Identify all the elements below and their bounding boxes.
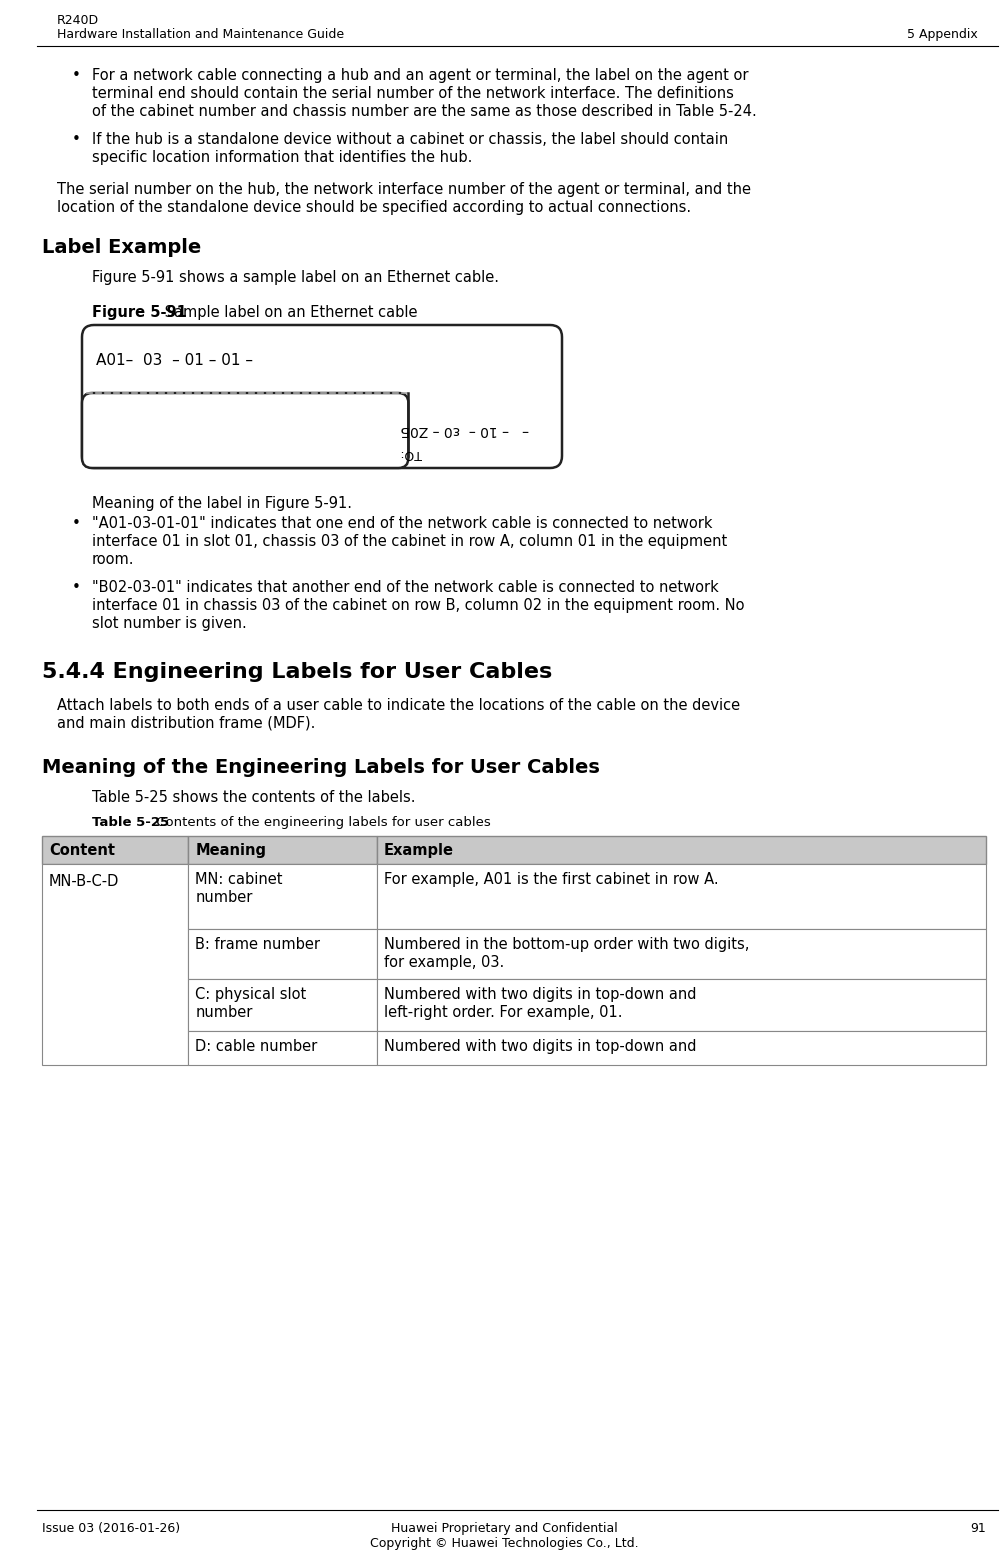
- Text: and main distribution frame (MDF).: and main distribution frame (MDF).: [57, 716, 316, 730]
- Text: "A01-03-01-01" indicates that one end of the network cable is connected to netwo: "A01-03-01-01" indicates that one end of…: [92, 516, 713, 531]
- Text: terminal end should contain the serial number of the network interface. The defi: terminal end should contain the serial n…: [92, 86, 734, 100]
- Text: room.: room.: [92, 552, 134, 567]
- Text: MN-B-C-D: MN-B-C-D: [49, 874, 119, 888]
- Bar: [377, 837, 986, 863]
- Text: Huawei Proprietary and Confidential: Huawei Proprietary and Confidential: [391, 1522, 617, 1536]
- Text: specific location information that identifies the hub.: specific location information that ident…: [92, 150, 473, 165]
- Bar: [377, 929, 986, 979]
- Bar: [188, 929, 377, 979]
- Text: interface 01 in chassis 03 of the cabinet on row B, column 02 in the equipment r: interface 01 in chassis 03 of the cabine…: [92, 599, 745, 613]
- Text: A01–  03  – 01 – 01 –: A01– 03 – 01 – 01 –: [96, 353, 253, 368]
- Text: R240D: R240D: [57, 14, 99, 27]
- Text: Sample label on an Ethernet cable: Sample label on an Ethernet cable: [160, 306, 417, 320]
- Text: Figure 5-91 shows a sample label on an Ethernet cable.: Figure 5-91 shows a sample label on an E…: [92, 270, 499, 285]
- Text: Copyright © Huawei Technologies Co., Ltd.: Copyright © Huawei Technologies Co., Ltd…: [370, 1537, 638, 1550]
- Text: D: cable number: D: cable number: [196, 1039, 318, 1055]
- Text: For a network cable connecting a hub and an agent or terminal, the label on the : For a network cable connecting a hub and…: [92, 67, 749, 83]
- Text: Meaning of the label in Figure 5-91.: Meaning of the label in Figure 5-91.: [92, 497, 352, 511]
- Text: Attach labels to both ends of a user cable to indicate the locations of the cabl: Attach labels to both ends of a user cab…: [57, 697, 740, 713]
- Text: Table 5-25: Table 5-25: [92, 816, 169, 829]
- Text: Meaning: Meaning: [196, 843, 266, 859]
- Text: left-right order. For example, 01.: left-right order. For example, 01.: [384, 1004, 623, 1020]
- Text: slot number is given.: slot number is given.: [92, 616, 247, 632]
- Text: 5.4.4 Engineering Labels for User Cables: 5.4.4 Engineering Labels for User Cables: [42, 661, 552, 682]
- Bar: [188, 979, 377, 1031]
- FancyBboxPatch shape: [82, 324, 562, 469]
- Text: Hardware Installation and Maintenance Guide: Hardware Installation and Maintenance Gu…: [57, 28, 344, 41]
- Bar: [377, 863, 986, 929]
- Text: Content: Content: [49, 843, 115, 859]
- Text: "B02-03-01" indicates that another end of the network cable is connected to netw: "B02-03-01" indicates that another end o…: [92, 580, 719, 595]
- Text: number: number: [196, 890, 253, 906]
- Text: MN: cabinet: MN: cabinet: [196, 871, 283, 887]
- Text: Issue 03 (2016-01-26): Issue 03 (2016-01-26): [42, 1522, 180, 1536]
- Text: 91: 91: [971, 1522, 986, 1536]
- Text: For example, A01 is the first cabinet in row A.: For example, A01 is the first cabinet in…: [384, 871, 719, 887]
- Bar: [42, 837, 188, 863]
- Text: Table 5-25 shows the contents of the labels.: Table 5-25 shows the contents of the lab…: [92, 790, 415, 805]
- Text: The serial number on the hub, the network interface number of the agent or termi: The serial number on the hub, the networ…: [57, 182, 751, 197]
- Text: TO:: TO:: [400, 447, 422, 461]
- Text: Numbered with two digits in top-down and: Numbered with two digits in top-down and: [384, 987, 697, 1001]
- Text: Numbered with two digits in top-down and: Numbered with two digits in top-down and: [384, 1039, 697, 1055]
- Text: Numbered in the bottom-up order with two digits,: Numbered in the bottom-up order with two…: [384, 937, 750, 953]
- Bar: [188, 837, 377, 863]
- Text: Contents of the engineering labels for user cables: Contents of the engineering labels for u…: [152, 816, 491, 829]
- Bar: [377, 1031, 986, 1066]
- Text: Meaning of the Engineering Labels for User Cables: Meaning of the Engineering Labels for Us…: [42, 758, 600, 777]
- Text: Figure 5-91: Figure 5-91: [92, 306, 186, 320]
- Bar: [188, 1031, 377, 1066]
- Text: B: frame number: B: frame number: [196, 937, 321, 953]
- Text: C: physical slot: C: physical slot: [196, 987, 306, 1001]
- FancyBboxPatch shape: [82, 393, 408, 469]
- Text: for example, 03.: for example, 03.: [384, 954, 504, 970]
- Text: location of the standalone device should be specified according to actual connec: location of the standalone device should…: [57, 201, 691, 215]
- Text: of the cabinet number and chassis number are the same as those described in Tabl: of the cabinet number and chassis number…: [92, 103, 757, 119]
- Bar: [377, 979, 986, 1031]
- Text: •: •: [72, 132, 81, 147]
- Text: interface 01 in slot 01, chassis 03 of the cabinet in row A, column 01 in the eq: interface 01 in slot 01, chassis 03 of t…: [92, 534, 727, 548]
- Text: –   – 10 –  ε0 – Z0Б: – – 10 – ε0 – Z0Б: [400, 423, 529, 437]
- Text: •: •: [72, 67, 81, 83]
- Text: Label Example: Label Example: [42, 238, 202, 257]
- Bar: [42, 863, 188, 1066]
- Bar: [188, 863, 377, 929]
- Text: •: •: [72, 580, 81, 595]
- Text: 5 Appendix: 5 Appendix: [907, 28, 978, 41]
- Text: number: number: [196, 1004, 253, 1020]
- Text: If the hub is a standalone device without a cabinet or chassis, the label should: If the hub is a standalone device withou…: [92, 132, 728, 147]
- Text: Example: Example: [384, 843, 455, 859]
- Text: •: •: [72, 516, 81, 531]
